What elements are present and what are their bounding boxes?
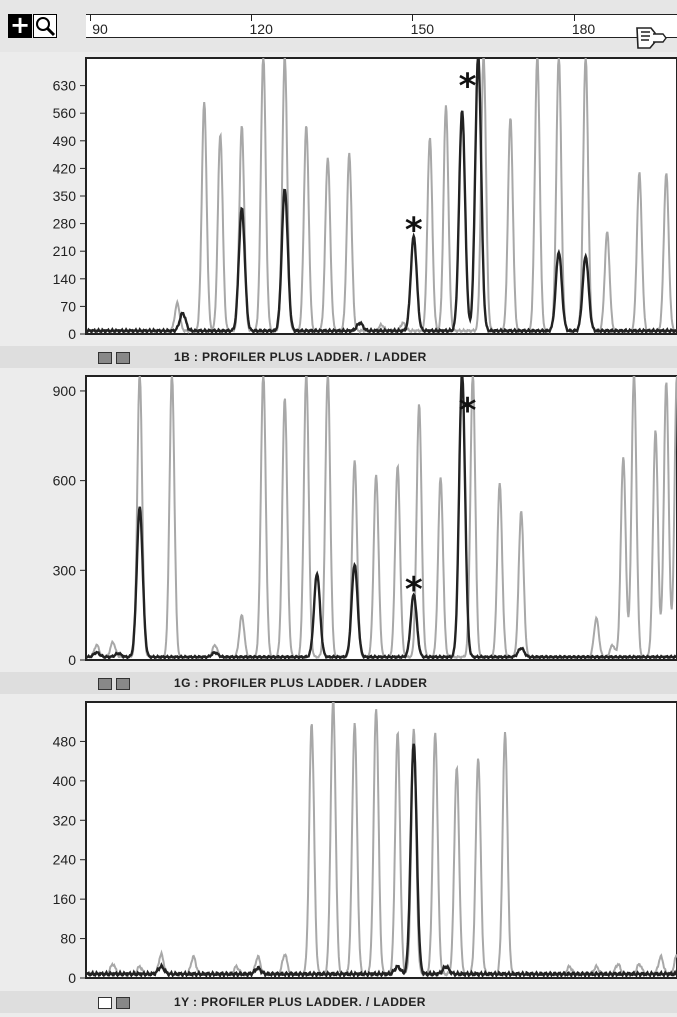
- dye-swatch[interactable]: [98, 997, 112, 1009]
- chart-panel-1b: 0 70 140 210 280 350 420 490 560 630 * *: [53, 57, 677, 342]
- panel-label: 1G : PROFILER PLUS LADDER. / LADDER: [174, 676, 428, 690]
- y-tick-label: 560: [53, 105, 77, 121]
- scale-tick-label: 150: [410, 21, 435, 37]
- magnifier-icon[interactable]: [33, 14, 57, 38]
- y-tick-label: 140: [53, 271, 77, 287]
- scale-tick-label: 180: [571, 21, 596, 37]
- scale-tick: [251, 15, 253, 21]
- scale-tick-label: 120: [249, 21, 273, 37]
- dye-swatch[interactable]: [116, 352, 130, 364]
- y-tick-label: 300: [53, 562, 77, 578]
- plus-icon[interactable]: +: [8, 11, 32, 39]
- panel-label-bar: 1G : PROFILER PLUS LADDER. / LADDER: [0, 672, 677, 694]
- y-tick-label: 600: [53, 473, 77, 489]
- y-tick-label: 630: [53, 78, 77, 94]
- peak-annotation: *: [459, 66, 477, 106]
- peak-annotation: *: [405, 570, 423, 610]
- y-tick-label: 0: [68, 326, 76, 342]
- y-tick-label: 350: [53, 188, 77, 204]
- scale-tick: [90, 15, 91, 21]
- dye-swatch[interactable]: [98, 678, 112, 690]
- toolbar: + 90 120 150 180: [0, 0, 677, 52]
- y-tick-label: 240: [53, 852, 77, 868]
- y-tick-label: 0: [68, 652, 76, 668]
- plot-area[interactable]: [85, 375, 677, 661]
- plot-area[interactable]: [85, 57, 677, 335]
- y-tick-label: 490: [53, 133, 77, 149]
- y-tick-label: 70: [60, 298, 76, 314]
- peak-annotation: *: [459, 391, 477, 431]
- peak-annotation: *: [405, 210, 423, 250]
- series-line-dark: [86, 376, 677, 660]
- size-scale-ruler[interactable]: 90 120 150 180: [86, 14, 677, 38]
- scale-tick-label: 90: [92, 21, 108, 37]
- chart-panel-1g: 0 300 600 900 * *: [53, 375, 677, 668]
- y-tick-label: 320: [53, 812, 77, 828]
- y-tick-label: 400: [53, 773, 77, 789]
- y-tick-label: 420: [53, 160, 77, 176]
- series-line-dark: [86, 58, 677, 334]
- panel-label: 1B : PROFILER PLUS LADDER. / LADDER: [174, 350, 427, 364]
- y-tick-label: 480: [53, 733, 77, 749]
- scale-tick: [412, 15, 414, 21]
- y-tick-label: 80: [60, 931, 76, 947]
- panel-label-bar: 1B : PROFILER PLUS LADDER. / LADDER: [0, 346, 677, 368]
- panel-label-bar: 1Y : PROFILER PLUS LADDER. / LADDER: [0, 991, 677, 1013]
- hand-icon[interactable]: [633, 22, 669, 52]
- y-tick-label: 0: [68, 970, 76, 986]
- dye-swatch[interactable]: [98, 352, 112, 364]
- dye-swatch[interactable]: [116, 997, 130, 1009]
- y-tick-label: 160: [53, 891, 77, 907]
- scale-tick: [573, 15, 575, 21]
- dye-swatch[interactable]: [116, 678, 130, 690]
- y-tick-label: 280: [53, 216, 77, 232]
- series-line-dark: [86, 743, 677, 978]
- chart-panel-1y: 0 80 160 240 320 400 480: [53, 701, 677, 986]
- panel-label: 1Y : PROFILER PLUS LADDER. / LADDER: [174, 995, 426, 1009]
- y-tick-label: 900: [53, 383, 77, 399]
- y-tick-label: 210: [53, 243, 77, 259]
